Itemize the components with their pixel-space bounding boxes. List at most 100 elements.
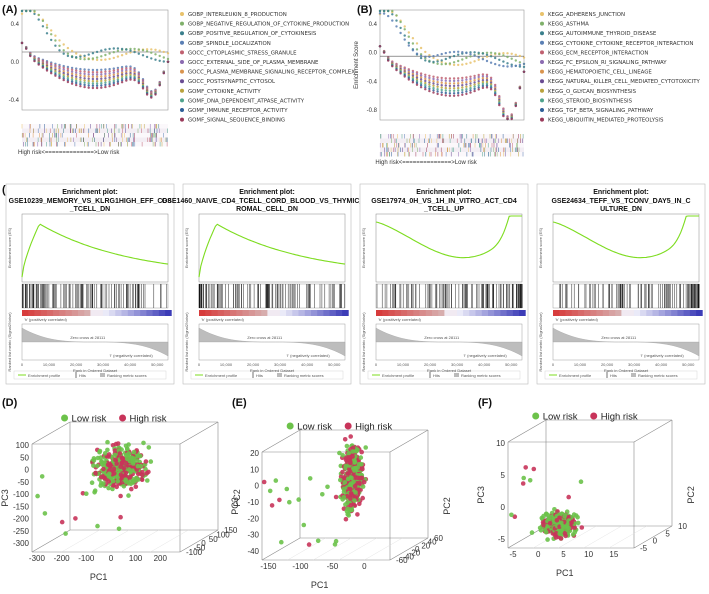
curve-point [391,9,394,13]
curve-point [37,18,40,21]
curve-point [378,9,382,13]
curve-point [415,48,419,51]
curve-point [432,55,435,58]
curve-point [87,77,90,81]
low-risk-point [543,529,549,535]
rank-colorbar-seg [419,310,427,316]
legend-label: KEGG_O_GLYCAN_BIOSYNTHESIS [548,89,637,95]
floor-grid [150,529,189,553]
rank-colorbar-seg [621,310,628,316]
high-risk-point [120,457,126,462]
legend-label: GOBP_INTERLEUKIN_8_PRODUCTION [188,12,287,18]
curve-point [387,9,390,13]
hit-ribbon-bg [22,137,168,142]
curve-point [95,50,99,54]
curve-point [391,19,394,22]
curve-point [448,82,452,85]
high-risk-point [144,471,150,476]
rank-colorbar-seg [413,310,420,316]
legend-metric-swatch [277,373,282,377]
curve-point [498,64,501,67]
curve-point [112,51,116,54]
curve-point [419,72,423,75]
rank-colorbar-seg [292,310,299,316]
curve-point [432,80,435,83]
high-risk-point [360,495,366,501]
curve-point [444,82,447,85]
curve-point [510,65,513,68]
curve-point [95,71,99,74]
gsea-legend-box [190,370,344,380]
curve-point [95,86,99,90]
curve-point [87,70,90,74]
es-y-label: Enrichment score (ES) [7,227,12,268]
curve-point [116,70,120,74]
cube-edge [31,421,71,445]
z-tick-label: 20 [421,541,430,550]
z-axis-label: PC2 [442,497,452,515]
curve-point [125,77,128,81]
curve-point [116,47,120,50]
curve-point [395,19,398,22]
curve-point [91,52,95,55]
cube-edge [261,429,301,453]
rank-colorbar-seg [329,310,337,316]
curve-point [62,43,65,46]
high-risk-point [261,479,267,485]
curve-point [407,44,410,47]
x-tick-label: 50,000 [328,362,341,367]
zero-cross-label: Zero cross at 28111 [601,335,637,340]
z-axis-label: PC2 [686,486,696,504]
rank-colorbar-seg [553,310,560,316]
curve-point [473,87,476,91]
curve-point [79,74,82,77]
curve-point [477,84,480,87]
curve-point [461,81,464,84]
low-risk-point [145,478,150,483]
y-tick-label: 0.4 [369,22,378,28]
curve-point [436,92,439,96]
curve-point [70,74,74,78]
curve-point [66,77,70,80]
curve-point [494,93,497,97]
pca-E [261,422,429,561]
curve-point [58,71,61,75]
legend-label: GOCC_EXTERNAL_SIDE_OF_PLASMA_MEMBRANE [188,60,319,66]
curve-point [415,71,419,74]
curve-point [485,75,489,78]
hit-ribbon-bg [380,134,524,139]
curve-point [473,74,476,78]
curve-point [91,82,95,85]
curve-point [481,77,485,80]
low-risk-point [325,484,330,490]
curve-point [95,56,99,59]
curve-point [378,12,382,15]
curve-point [79,85,82,88]
rank-colorbar-seg [46,310,54,316]
curve-point [518,63,522,67]
x-tick-label: 10,000 [220,362,233,367]
low-risk-point [343,502,348,507]
high-risk-point [333,494,339,500]
gsea-plot-1 [5,183,175,385]
curve-point [162,50,165,54]
gsea-title-line2: ROMAL_CELL_DN [236,206,298,213]
rank-colorbar-seg [444,310,451,316]
curve-point [452,92,456,95]
curve-point [440,81,443,84]
curve-point [162,60,165,63]
curve-point [95,75,99,78]
y-axis-label: Enrichment Score [354,40,360,88]
curve-point [457,53,460,56]
curve-point [465,62,468,65]
curve-point [83,77,86,80]
curve-point [120,54,124,57]
z-tick-label: 0 [653,537,658,546]
y-tick-label: -0.4 [9,98,20,104]
curve-point [424,88,427,91]
rank-colorbar-seg [217,310,225,316]
pca-D [31,414,219,553]
curve-point [50,38,53,42]
curve-point [108,72,111,75]
rank-colorbar-seg [450,310,458,316]
